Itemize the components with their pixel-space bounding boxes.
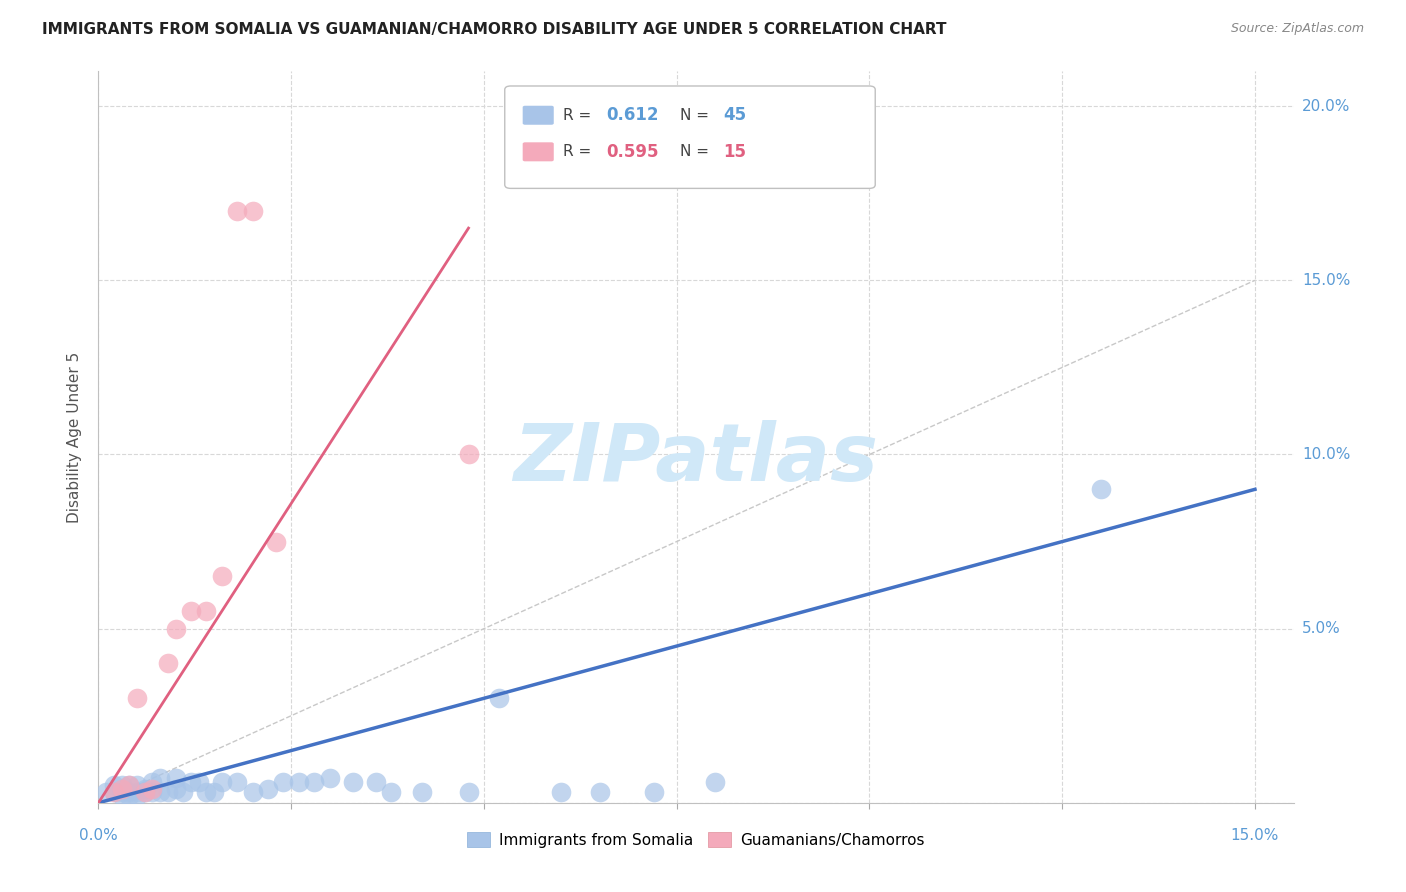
Text: 15.0%: 15.0% [1230, 828, 1279, 843]
Point [1090, 483, 1112, 497]
Text: IMMIGRANTS FROM SOMALIA VS GUAMANIAN/CHAMORRO DISABILITY AGE UNDER 5 CORRELATION: IMMIGRANTS FROM SOMALIA VS GUAMANIAN/CHA… [42, 22, 946, 37]
Point [110, 789, 132, 803]
Point [226, 775, 249, 789]
Point [202, 785, 225, 799]
Point [180, 604, 202, 618]
Text: 15: 15 [724, 143, 747, 161]
Point [110, 785, 132, 799]
Point [457, 785, 479, 799]
Y-axis label: Disability Age Under 5: Disability Age Under 5 [67, 351, 83, 523]
Point [550, 785, 572, 799]
Point [110, 778, 132, 792]
Point [103, 785, 125, 799]
Text: 5.0%: 5.0% [1302, 621, 1340, 636]
Text: 0.0%: 0.0% [79, 828, 118, 843]
Point [141, 785, 163, 799]
Point [195, 785, 218, 799]
Point [273, 775, 295, 789]
Legend: Immigrants from Somalia, Guamanians/Chamorros: Immigrants from Somalia, Guamanians/Cham… [461, 825, 931, 854]
Point [704, 775, 727, 789]
Point [125, 691, 148, 706]
Point [364, 775, 387, 789]
Point [643, 785, 665, 799]
Point [342, 775, 364, 789]
Point [141, 775, 163, 789]
Point [141, 781, 163, 796]
Text: 0.595: 0.595 [606, 143, 659, 161]
Text: 0.612: 0.612 [606, 106, 659, 124]
Point [134, 785, 156, 799]
Point [172, 785, 194, 799]
Point [118, 789, 141, 803]
Point [110, 781, 132, 796]
Point [149, 785, 172, 799]
Point [242, 203, 264, 218]
Point [125, 785, 148, 799]
Text: N =: N = [681, 145, 714, 160]
Point [125, 778, 148, 792]
Point [211, 775, 233, 789]
FancyBboxPatch shape [523, 106, 554, 125]
Point [211, 569, 233, 583]
Point [118, 785, 141, 799]
Point [165, 772, 187, 786]
Point [264, 534, 287, 549]
Point [165, 622, 187, 636]
Point [125, 789, 148, 803]
Point [165, 781, 187, 796]
Point [156, 785, 179, 799]
Point [103, 785, 125, 799]
Point [103, 778, 125, 792]
Point [226, 203, 249, 218]
Text: Source: ZipAtlas.com: Source: ZipAtlas.com [1230, 22, 1364, 36]
Point [319, 772, 342, 786]
Text: R =: R = [564, 145, 596, 160]
Point [118, 778, 141, 792]
Point [156, 657, 179, 671]
Text: 10.0%: 10.0% [1302, 447, 1350, 462]
Point [134, 785, 156, 799]
Text: 45: 45 [724, 106, 747, 124]
Point [411, 785, 433, 799]
Text: 15.0%: 15.0% [1302, 273, 1350, 288]
Point [94, 785, 117, 799]
Text: ZIPatlas: ZIPatlas [513, 420, 879, 498]
Point [187, 775, 209, 789]
Point [380, 785, 402, 799]
Point [134, 781, 156, 796]
Point [180, 775, 202, 789]
Point [588, 785, 610, 799]
Text: 20.0%: 20.0% [1302, 99, 1350, 113]
Text: R =: R = [564, 108, 596, 123]
Point [257, 781, 280, 796]
Point [488, 691, 510, 706]
FancyBboxPatch shape [505, 86, 875, 188]
Point [457, 448, 479, 462]
FancyBboxPatch shape [523, 143, 554, 161]
Text: N =: N = [681, 108, 714, 123]
Point [304, 775, 326, 789]
Point [118, 778, 141, 792]
Point [242, 785, 264, 799]
Point [149, 772, 172, 786]
Point [288, 775, 311, 789]
Point [195, 604, 218, 618]
